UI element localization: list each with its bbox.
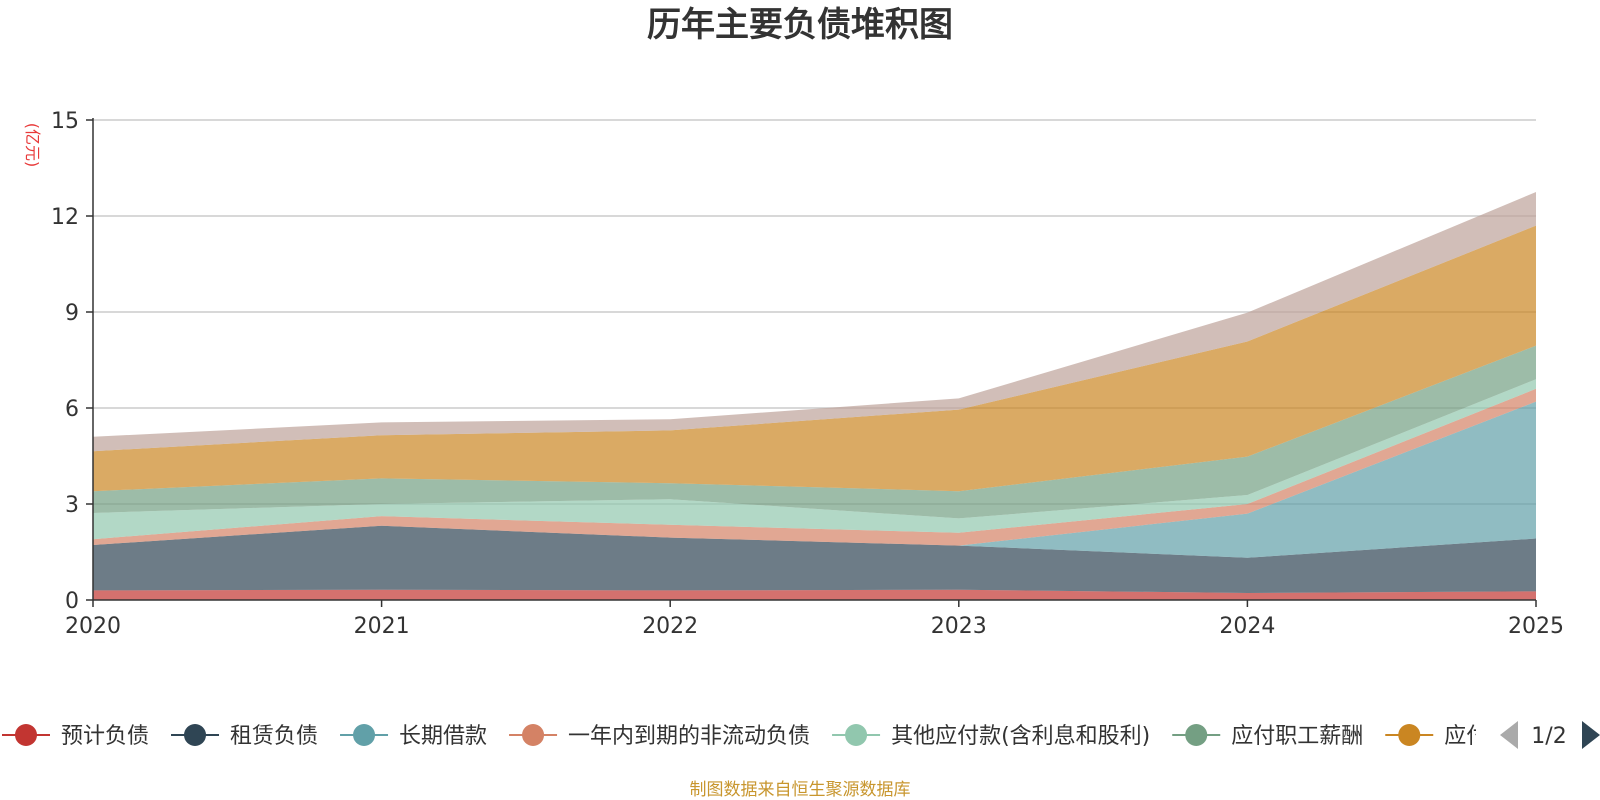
y-tick-label: 0 (65, 589, 79, 614)
chart-title: 历年主要负债堆积图 (647, 5, 953, 45)
x-tick-label: 2022 (642, 614, 698, 639)
legend-marker-icon (845, 724, 868, 746)
legend-page-indicator: 1/2 (1531, 724, 1566, 749)
legend-label: 一年内到期的非流动负债 (568, 724, 810, 749)
x-tick-label: 2021 (354, 614, 410, 639)
legend-item[interactable]: 预计负债 (2, 724, 149, 749)
legend-next-icon[interactable] (1582, 721, 1600, 749)
legend-label: 应付账款 (1444, 724, 1532, 749)
legend-label: 其他应付款(含利息和股利) (891, 724, 1150, 749)
area-series-0 (93, 589, 1536, 600)
legend-item[interactable]: 应付职工薪酬 (1172, 724, 1363, 749)
y-tick-label: 12 (51, 205, 79, 230)
area-series-1 (93, 525, 1536, 593)
area-series-4 (93, 379, 1536, 540)
axes: 0 3 6 9 12 15 2020 2021 2022 2023 2024 2025 (51, 109, 1564, 639)
legend-item[interactable]: 一年内到期的非流动负债 (509, 724, 810, 749)
x-tick-label: 2020 (65, 614, 121, 639)
x-tick-label: 2024 (1219, 614, 1275, 639)
area-series-7 (93, 192, 1536, 452)
x-tick-label: 2023 (931, 614, 987, 639)
legend-prev-icon[interactable] (1500, 721, 1518, 749)
legend-item[interactable]: 租赁负债 (171, 724, 318, 749)
y-tick-label: 15 (51, 109, 79, 134)
legend-marker-icon (1185, 724, 1208, 746)
area-series-5 (93, 345, 1536, 519)
legend-marker-icon (184, 724, 207, 746)
legend-label: 租赁负债 (230, 724, 318, 749)
legend-label: 长期借款 (399, 724, 487, 749)
legend-label: 预计负债 (61, 724, 149, 749)
x-tick-label: 2025 (1508, 614, 1564, 639)
legend: 预计负债 租赁负债 长期借款 一年内到期的非流动负债 其他应付款(含利息和股利) 应付职工… (2, 724, 1532, 749)
legend-items: 预计负债 租赁负债 长期借款 一年内到期的非流动负债 其他应付款(含利息和股利) 应付职工… (2, 724, 1532, 749)
y-tick-label: 9 (65, 301, 79, 326)
legend-item[interactable]: 其他应付款(含利息和股利) (832, 724, 1150, 749)
area-series-2 (93, 401, 1536, 558)
area-series (93, 192, 1536, 600)
y-tick-label: 3 (65, 493, 79, 518)
y-tick-label: 6 (65, 397, 79, 422)
legend-pager: 1/2 (1500, 721, 1600, 749)
legend-item[interactable]: 长期借款 (340, 724, 487, 749)
legend-label: 应付职工薪酬 (1231, 724, 1363, 749)
legend-marker-icon (1398, 724, 1421, 746)
legend-marker-icon (353, 724, 376, 746)
data-source-note: 制图数据来自恒生聚源数据库 (690, 780, 911, 800)
y-axis-unit: (亿元) (23, 123, 42, 168)
legend-item[interactable]: 应付账款 (1385, 724, 1532, 749)
area-series-6 (93, 225, 1536, 492)
legend-marker-icon (522, 724, 545, 746)
legend-marker-icon (15, 724, 37, 746)
area-series-3 (93, 388, 1536, 546)
